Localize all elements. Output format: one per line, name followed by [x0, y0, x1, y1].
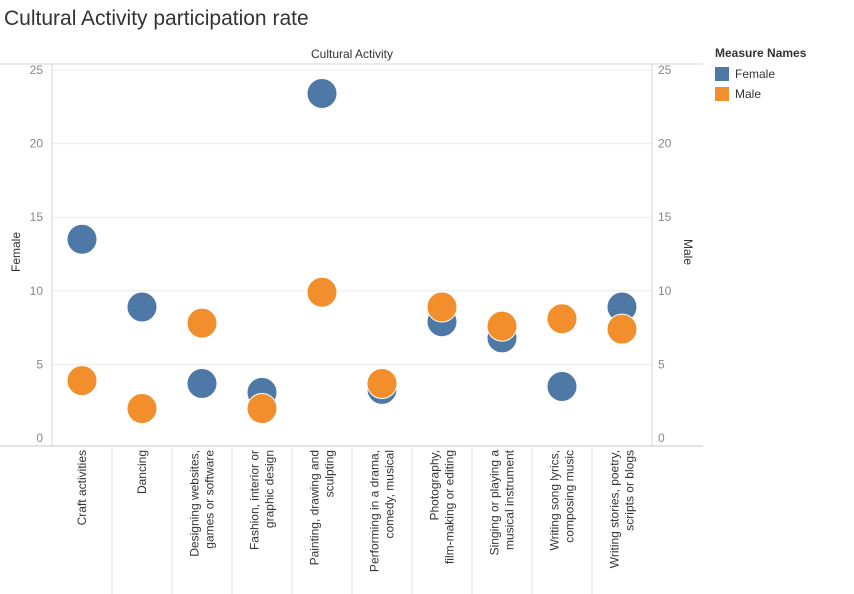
x-tick-label: Fashion, interior or [248, 450, 262, 550]
x-tick-label: Singing or playing a [488, 450, 502, 556]
data-point-male [246, 393, 278, 425]
data-point-female [546, 370, 578, 402]
legend-label-male: Male [735, 87, 762, 101]
x-tick-label: Craft activities [75, 450, 89, 525]
legend: Measure Names Female Male [715, 46, 806, 104]
y-axis-title-left: Female [9, 232, 23, 272]
y-tick-label-right: 0 [658, 431, 665, 445]
x-tick-label: graphic design [263, 450, 277, 528]
x-tick-label: Writing stories, poetry, [608, 450, 622, 568]
data-point-female [306, 78, 338, 110]
data-point-female [186, 368, 218, 400]
x-tick-label: sculpting [323, 450, 337, 497]
y-tick-label-right: 15 [658, 210, 672, 224]
data-point-female [66, 223, 98, 255]
x-tick-label: games or software [203, 450, 217, 549]
x-tick-label: Performing in a drama, [368, 450, 382, 572]
y-tick-label-left: 5 [36, 357, 43, 371]
y-tick-label-left: 10 [30, 284, 44, 298]
data-point-male [426, 291, 458, 323]
legend-label-female: Female [735, 67, 776, 81]
y-tick-label-left: 0 [36, 431, 43, 445]
x-tick-label: Dancing [135, 450, 149, 494]
data-point-male [186, 307, 218, 339]
data-point-male [66, 365, 98, 397]
x-tick-label: composing music [563, 450, 577, 543]
data-point-male [306, 276, 338, 308]
y-tick-label-left: 25 [30, 63, 44, 77]
x-tick-label: musical instrument [503, 449, 517, 550]
data-point-male [366, 368, 398, 400]
y-tick-label-right: 25 [658, 63, 672, 77]
x-tick-label: film-making or editing [443, 450, 457, 564]
x-tick-label: scripts or blogs [623, 450, 637, 531]
x-tick-label: Designing websites, [188, 450, 202, 557]
data-point-male [486, 310, 518, 342]
data-point-female [126, 291, 158, 323]
chart-title: Cultural Activity participation rate [4, 7, 309, 30]
x-tick-label: Photography, [428, 450, 442, 521]
x-tick-label: Painting, drawing and [308, 450, 322, 565]
x-tick-label: comedy, musical [383, 450, 397, 538]
y-tick-label-left: 15 [30, 210, 44, 224]
data-point-male [546, 303, 578, 335]
y-tick-label-right: 20 [658, 137, 672, 151]
x-tick-label: Writing song lyrics, [548, 450, 562, 550]
y-tick-label-right: 10 [658, 284, 672, 298]
y-tick-label-right: 5 [658, 357, 665, 371]
column-header: Cultural Activity [311, 47, 393, 61]
legend-swatch-male [715, 87, 729, 101]
y-tick-label-left: 20 [30, 137, 44, 151]
data-point-male [606, 313, 638, 345]
legend-item-female[interactable]: Female [715, 64, 806, 84]
legend-item-male[interactable]: Male [715, 84, 806, 104]
data-point-male [126, 393, 158, 425]
legend-title: Measure Names [715, 46, 807, 60]
legend-swatch-female [715, 67, 729, 81]
y-axis-title-right: Male [681, 239, 695, 265]
